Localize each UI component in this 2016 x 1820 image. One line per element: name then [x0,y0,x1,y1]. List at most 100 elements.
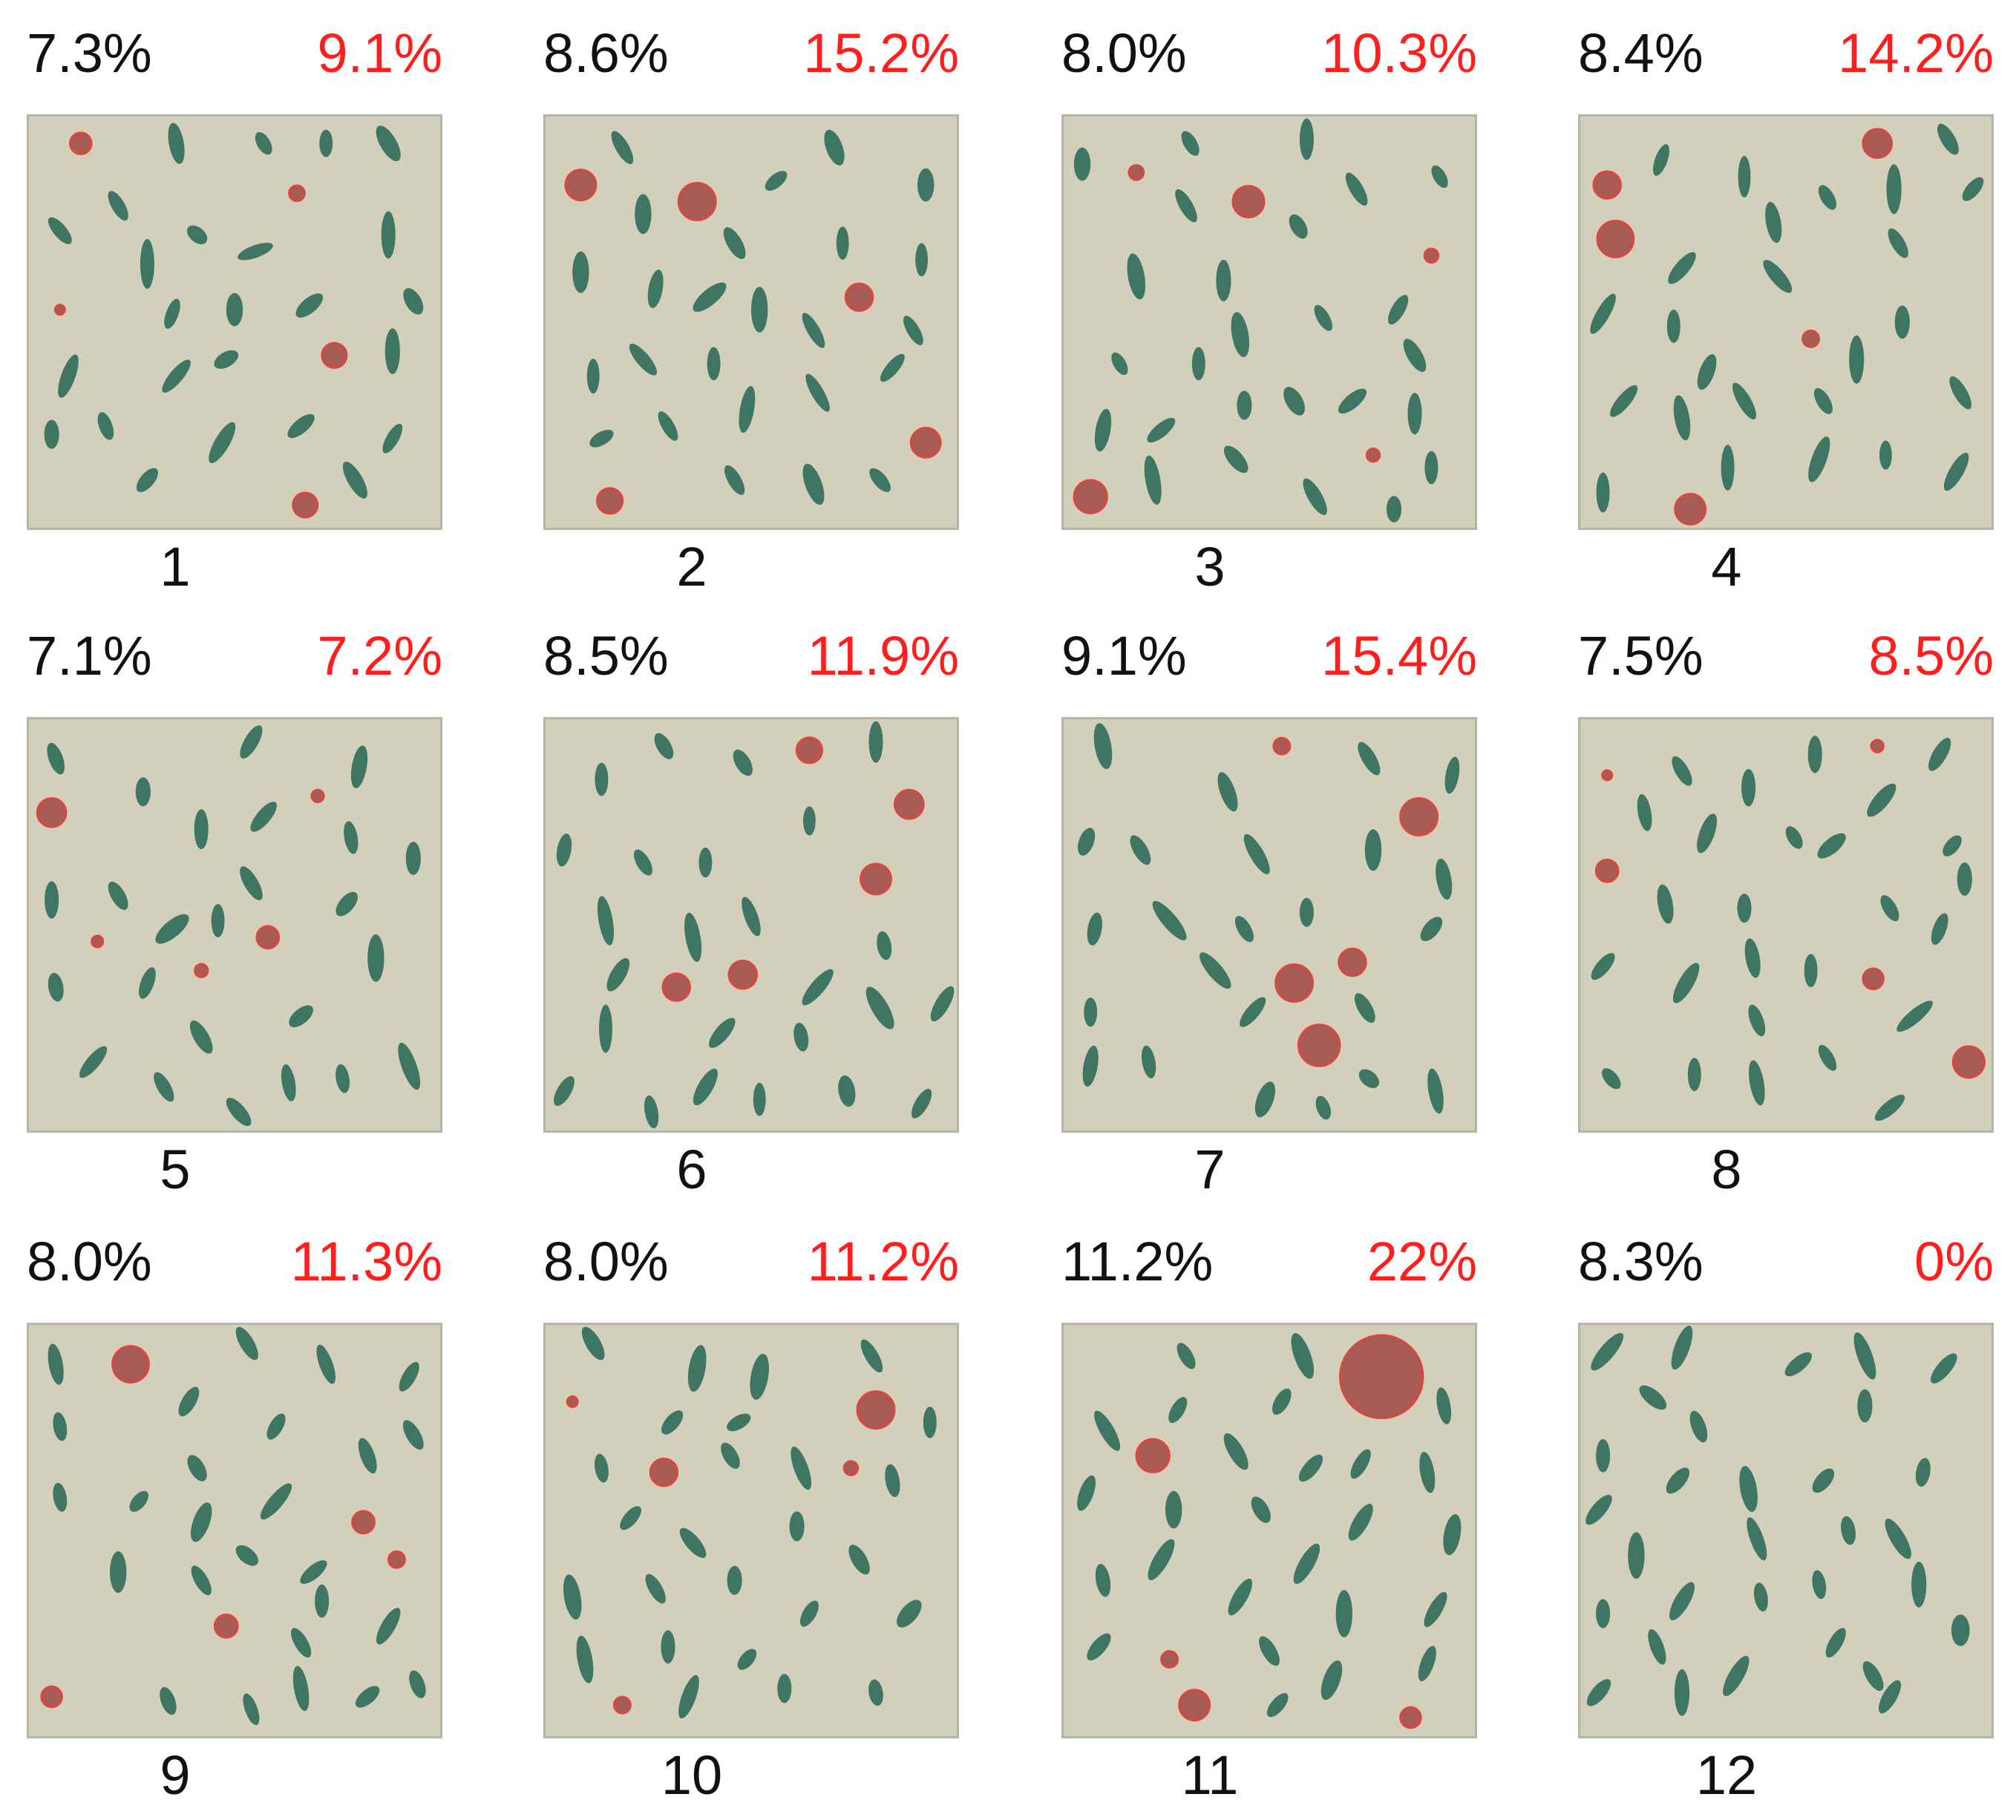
particle-ellipse [611,131,634,165]
particle-ellipse [1077,1475,1096,1511]
particle-ellipse [556,834,572,867]
particle-ellipse [1862,1661,1884,1691]
particle-ellipse [48,1343,64,1385]
panel-index-label: 8 [1711,1139,1742,1200]
particle-ellipse [633,849,652,876]
particle-ellipse [1951,1614,1970,1646]
particle-ellipse [1672,963,1700,1004]
particle-ellipse [1176,1343,1196,1369]
particle-ellipse [1652,144,1670,176]
particle-ellipse [765,171,788,192]
particle-ellipse [1689,1410,1708,1443]
particle-ellipse [742,897,761,937]
particle-ellipse [1666,310,1680,343]
particle-ellipse [1596,1438,1611,1473]
pore-circle [36,796,68,828]
particle-ellipse [1147,417,1176,443]
pore-circle [213,1613,239,1639]
pore-fraction-label: 7.2% [317,625,442,687]
particle-ellipse [1741,768,1756,807]
panel-background [1578,717,1994,1133]
particle-ellipse [727,1565,742,1595]
particle-ellipse [1087,1633,1111,1661]
particle-ellipse [739,386,756,433]
particle-ellipse [1266,1693,1289,1718]
particle-ellipse [1073,147,1091,181]
particle-ellipse [1431,165,1448,189]
particle-ellipse [1199,952,1231,989]
particle-ellipse [1335,1590,1352,1637]
pore-circle [1297,1024,1341,1067]
pore-circle [1423,247,1440,264]
particle-ellipse [1087,912,1102,946]
particle-ellipse [647,269,664,309]
panel-index-label: 10 [661,1744,723,1806]
particle-ellipse [645,1574,666,1604]
particle-ellipse [1885,1519,1911,1559]
particle-fraction-label: 8.0% [27,1231,152,1292]
particle-ellipse [295,293,324,318]
particle-ellipse [877,931,892,960]
particle-ellipse [315,1584,330,1618]
particle-ellipse [589,429,614,448]
particle-ellipse [1687,1058,1701,1091]
particle-ellipse [287,413,315,439]
particle-ellipse [1880,895,1899,922]
particle-ellipse [1886,164,1902,215]
particle-ellipse [1345,172,1368,206]
particle-ellipse [1596,472,1610,513]
particle-ellipse [1127,253,1146,300]
particle-ellipse [1671,1325,1693,1370]
pore-circle [1338,947,1367,978]
particle-ellipse [1095,1564,1111,1597]
particle-ellipse [316,1344,336,1384]
particle-ellipse [162,359,191,393]
particle-ellipse [880,353,905,382]
particle-ellipse [751,287,768,333]
pore-fraction-label: 11.2% [807,1231,959,1292]
particle-ellipse [1697,354,1717,390]
particle-fraction-label: 8.0% [543,1231,669,1292]
particle-ellipse [358,1438,377,1474]
particle-ellipse [1591,1332,1624,1371]
particle-ellipse [209,422,236,464]
microstructure-panel [1061,1323,1477,1738]
particle-ellipse [1915,1458,1931,1487]
particle-ellipse [292,1666,310,1712]
particle-ellipse [923,1407,937,1438]
particle-ellipse [679,1528,707,1559]
pore-circle [842,1460,860,1476]
particle-ellipse [1888,228,1908,258]
particle-ellipse [572,251,589,293]
particle-ellipse [1231,312,1250,358]
particle-ellipse [654,733,674,759]
particle-ellipse [1350,1449,1371,1479]
particle-ellipse [1141,1045,1156,1078]
particle-ellipse [721,1442,740,1469]
particle-ellipse [723,227,746,260]
panel-background [543,114,959,530]
particle-ellipse [211,904,225,937]
panel-background [1578,1323,1994,1738]
particle-ellipse [342,462,367,499]
particle-ellipse [1749,1060,1765,1106]
pore-circle [387,1550,406,1569]
particle-ellipse [554,1076,575,1106]
panel-background [1061,717,1477,1133]
particle-ellipse [1937,123,1959,155]
particle-ellipse [1165,1490,1182,1529]
pore-circle [1674,493,1707,526]
pore-fraction-label: 15.4% [1321,625,1477,687]
particle-ellipse [911,1088,932,1119]
pore-circle [1365,447,1381,463]
particle-ellipse [1228,1578,1253,1616]
pore-fraction-label: 8.5% [1868,625,1994,687]
particle-ellipse [1849,335,1865,384]
panel-cell-3: 8.0% 10.3% 3 [1061,18,1536,612]
pore-circle [844,282,874,312]
particle-ellipse [1931,913,1948,945]
particle-ellipse [868,721,883,763]
particle-ellipse [129,1490,148,1512]
particle-ellipse [805,373,830,412]
particle-ellipse [1094,1410,1121,1451]
